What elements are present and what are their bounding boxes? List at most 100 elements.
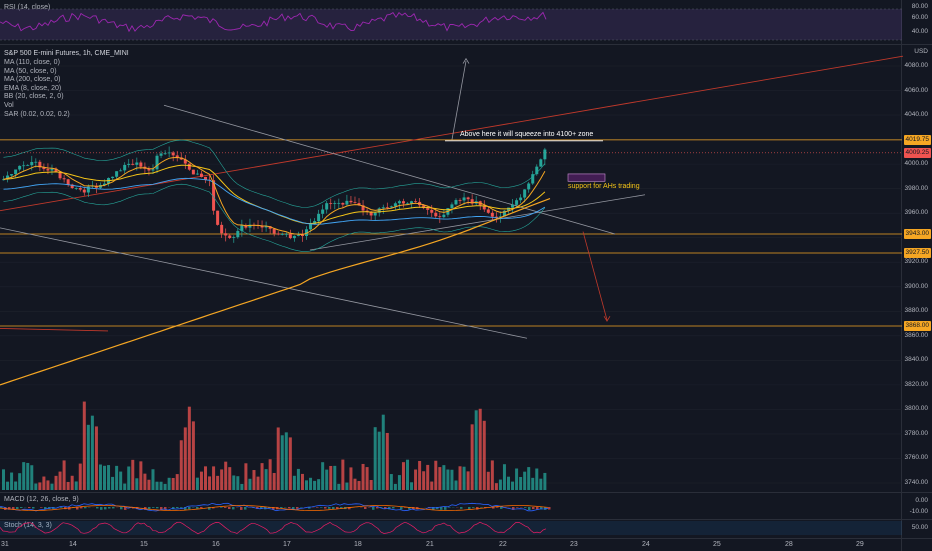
volume-bar <box>454 480 457 490</box>
volume-bar <box>527 467 530 490</box>
volume-bar <box>434 461 437 490</box>
volume-bar <box>329 466 332 490</box>
candle-body <box>119 170 122 171</box>
candle-body <box>139 162 142 166</box>
candle-body <box>22 165 25 166</box>
volume-bar <box>59 472 62 490</box>
candle-body <box>83 190 86 193</box>
volume-bar <box>386 433 389 490</box>
macd-histogram-bar <box>32 507 35 509</box>
volume-bar <box>22 462 25 490</box>
ma-110-line <box>4 165 545 223</box>
macd-histogram-bar <box>176 507 179 508</box>
macd-histogram-bar <box>320 507 323 508</box>
chart-title: S&P 500 E-mini Futures, 1h, CME_MINI <box>4 50 129 59</box>
volume-bar <box>511 482 514 490</box>
candle-body <box>67 179 70 184</box>
volume-bar <box>446 470 449 490</box>
volume-bar <box>143 474 146 490</box>
time-axis-label: 31 <box>1 541 9 548</box>
volume-bar <box>252 470 255 490</box>
volume-bar <box>111 477 114 490</box>
volume-bar <box>491 460 494 490</box>
volume-bar <box>208 476 211 490</box>
volume-bar <box>507 477 510 490</box>
candle-body <box>438 216 441 217</box>
indicator-legend-item[interactable]: MA (50, close, 0) <box>4 68 57 77</box>
candle-body <box>164 153 167 154</box>
macd-histogram-bar <box>288 507 291 508</box>
macd-histogram-bar <box>384 507 387 509</box>
candle-body <box>543 150 546 160</box>
candle-body <box>309 224 312 229</box>
annotation-squeeze: Above here it will squeeze into 4100+ zo… <box>460 131 593 138</box>
price-label: 3868.00 <box>904 321 932 331</box>
macd-histogram-bar <box>104 507 107 509</box>
volume-bar <box>236 476 239 490</box>
candle-body <box>527 183 530 189</box>
volume-bar <box>414 470 417 490</box>
candle-body <box>63 178 66 179</box>
candle-body <box>491 213 494 217</box>
candle-body <box>434 213 437 217</box>
candle-body <box>402 201 405 203</box>
time-axis-label: 23 <box>570 541 578 548</box>
macd-histogram-bar <box>12 507 15 509</box>
macd-histogram-bar <box>224 507 227 508</box>
volume-bar <box>18 473 21 490</box>
volume-bar <box>160 482 163 490</box>
candle-body <box>289 234 292 238</box>
volume-bar <box>301 474 304 490</box>
macd-histogram-bar <box>280 507 283 508</box>
candle-body <box>188 164 191 170</box>
time-axis-label: 25 <box>713 541 721 548</box>
indicator-legend-item[interactable]: BB (20, close, 2, 0) <box>4 93 64 102</box>
bb-upper-line <box>4 140 545 207</box>
volume-bar <box>232 475 235 490</box>
candle-body <box>337 203 340 204</box>
indicator-legend-item[interactable]: MA (110, close, 0) <box>4 59 60 68</box>
macd-histogram-bar <box>244 507 247 510</box>
volume-bar <box>228 467 231 490</box>
indicator-legend-item[interactable]: Vol <box>4 102 14 111</box>
volume-bar <box>240 484 243 490</box>
volume-bar <box>244 463 247 490</box>
volume-bar <box>418 461 421 490</box>
price-label: 4019.75 <box>904 135 932 145</box>
volume-bar <box>79 464 82 490</box>
candle-body <box>374 213 377 216</box>
candle-body <box>111 177 114 178</box>
volume-bar <box>26 463 29 490</box>
volume-bar <box>349 467 352 490</box>
macd-histogram-bar <box>328 507 331 509</box>
macd-histogram-bar <box>528 507 531 510</box>
candle-body <box>285 234 288 235</box>
indicator-legend-item[interactable]: MA (200, close, 0) <box>4 76 60 85</box>
volume-bar <box>438 467 441 490</box>
macd-histogram-bar <box>120 507 123 509</box>
volume-bar <box>87 425 90 490</box>
candle-body <box>450 204 453 208</box>
time-axis-label: 28 <box>785 541 793 548</box>
macd-histogram-bar <box>20 507 23 508</box>
time-axis-label: 14 <box>69 541 77 548</box>
macd-histogram-bar <box>444 507 447 510</box>
candle-body <box>382 207 385 208</box>
volume-bar <box>402 462 405 490</box>
candle-body <box>329 203 332 204</box>
candle-body <box>297 235 300 236</box>
volume-bar <box>519 477 522 490</box>
volume-bar <box>410 482 413 490</box>
candle-body <box>386 207 389 208</box>
volume-bar <box>273 473 276 490</box>
volume-bar <box>317 479 320 490</box>
volume-bar <box>374 427 377 490</box>
volume-bar <box>378 432 381 490</box>
volume-bar <box>119 472 122 490</box>
volume-bar <box>220 469 223 490</box>
macd-histogram-bar <box>364 507 367 509</box>
volume-bar <box>487 472 490 490</box>
indicator-legend-item[interactable]: EMA (8, close, 20) <box>4 85 61 94</box>
indicator-legend-item[interactable]: SAR (0.02, 0.02, 0.2) <box>4 111 70 120</box>
volume-bar <box>46 480 49 490</box>
